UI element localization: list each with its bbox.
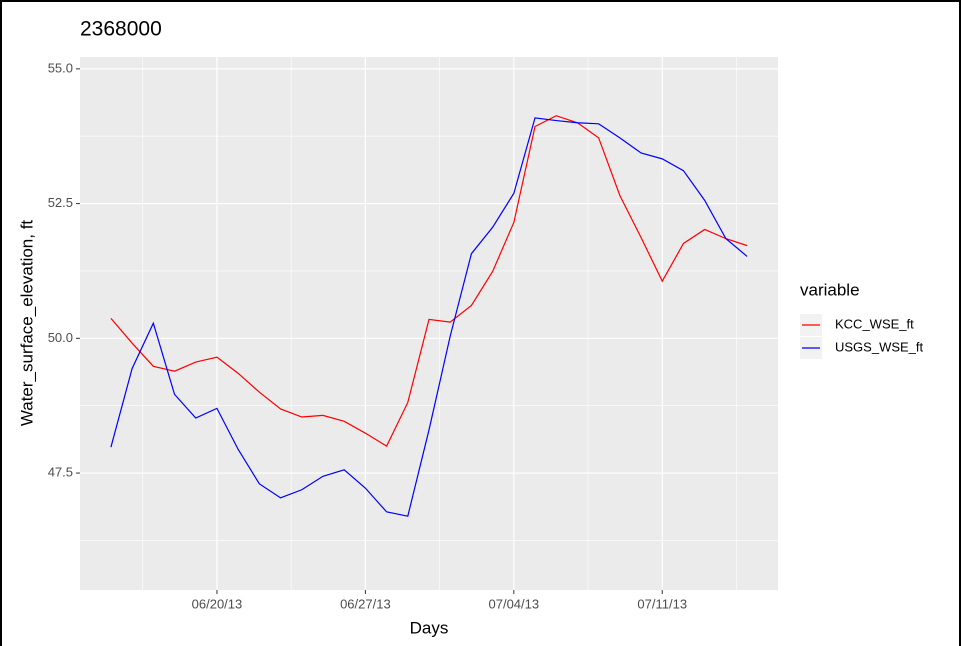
x-axis-title: Days	[410, 618, 449, 637]
legend-title: variable	[800, 280, 860, 299]
y-tick-label: 52.5	[48, 195, 73, 210]
x-tick-label: 06/20/13	[192, 596, 243, 611]
y-tick-label: 50.0	[48, 330, 73, 345]
legend-label: USGS_WSE_ft	[835, 339, 924, 354]
chart-title: 2368000	[80, 18, 162, 41]
x-tick-label: 07/11/13	[637, 596, 687, 611]
y-axis-title: Water_surface_elevation, ft	[17, 220, 36, 427]
x-tick-label: 06/27/13	[340, 596, 391, 611]
x-tick-label: 07/04/13	[489, 596, 540, 611]
y-tick-label: 47.5	[48, 464, 73, 479]
legend-label: KCC_WSE_ft	[835, 316, 914, 331]
y-tick-label: 55.0	[48, 60, 73, 75]
series-line	[110, 115, 748, 447]
series-line	[110, 117, 748, 517]
panel	[80, 57, 778, 590]
